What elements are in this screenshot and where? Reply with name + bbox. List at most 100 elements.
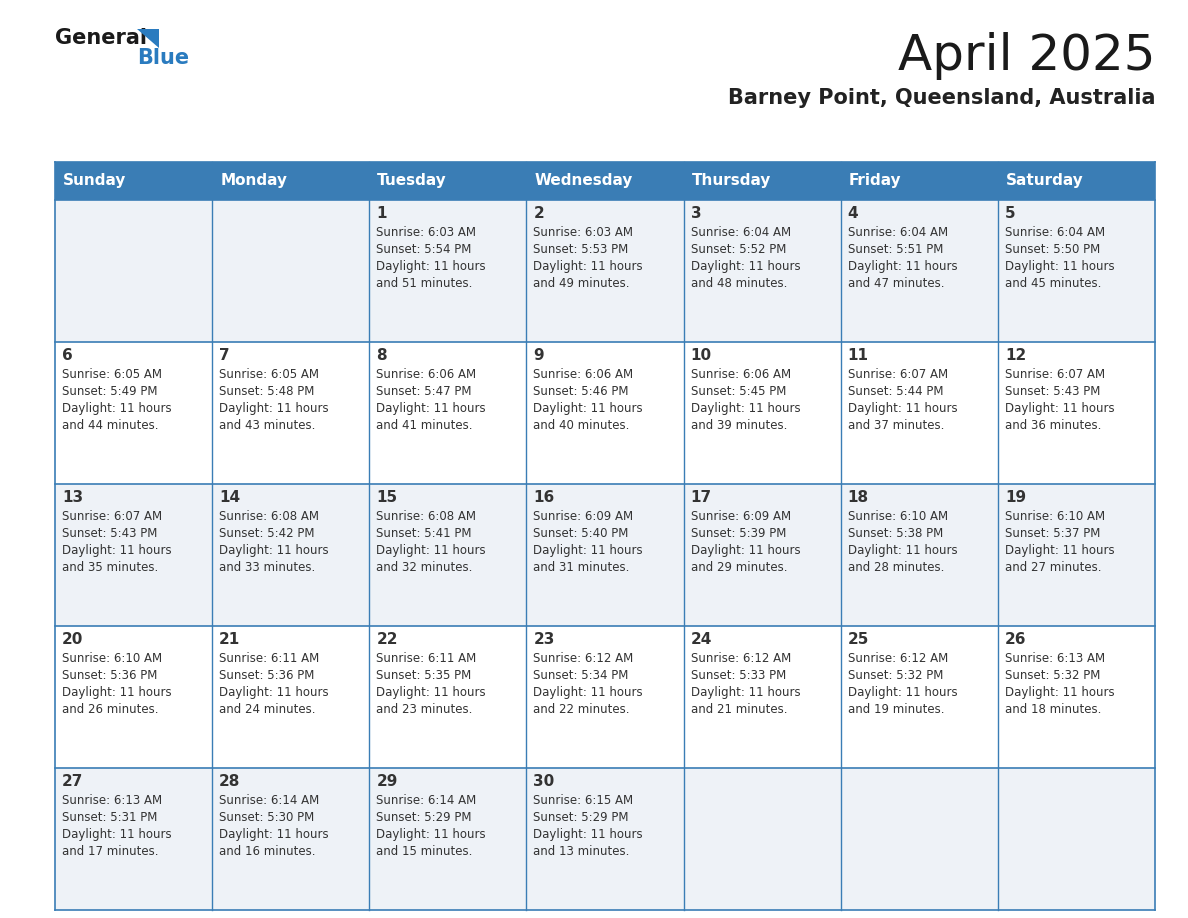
Text: Daylight: 11 hours: Daylight: 11 hours: [533, 686, 643, 699]
Text: Sunset: 5:42 PM: Sunset: 5:42 PM: [219, 527, 315, 540]
Text: 25: 25: [848, 632, 870, 647]
Text: Sunday: Sunday: [63, 174, 126, 188]
Bar: [55, 200, 213, 342]
Text: Monday: Monday: [220, 174, 287, 188]
Text: Sunrise: 6:14 AM: Sunrise: 6:14 AM: [219, 794, 320, 807]
Text: 4: 4: [848, 206, 859, 221]
Text: Sunrise: 6:12 AM: Sunrise: 6:12 AM: [533, 652, 633, 665]
Text: and 29 minutes.: and 29 minutes.: [690, 561, 788, 574]
Text: Sunset: 5:31 PM: Sunset: 5:31 PM: [62, 811, 157, 824]
Text: and 18 minutes.: and 18 minutes.: [1005, 703, 1101, 716]
Text: and 17 minutes.: and 17 minutes.: [62, 845, 158, 858]
Text: General: General: [55, 28, 147, 48]
Text: Sunset: 5:43 PM: Sunset: 5:43 PM: [1005, 385, 1100, 398]
Text: Sunrise: 6:07 AM: Sunrise: 6:07 AM: [1005, 368, 1105, 381]
Text: Sunrise: 6:09 AM: Sunrise: 6:09 AM: [533, 510, 633, 523]
Text: Daylight: 11 hours: Daylight: 11 hours: [62, 686, 171, 699]
Text: Sunset: 5:32 PM: Sunset: 5:32 PM: [1005, 669, 1100, 682]
Text: Sunrise: 6:03 AM: Sunrise: 6:03 AM: [533, 226, 633, 239]
Text: 12: 12: [1005, 348, 1026, 363]
Text: Sunset: 5:39 PM: Sunset: 5:39 PM: [690, 527, 786, 540]
Text: Daylight: 11 hours: Daylight: 11 hours: [1005, 260, 1114, 273]
Text: 19: 19: [1005, 490, 1026, 505]
Text: 7: 7: [219, 348, 229, 363]
Text: 22: 22: [377, 632, 398, 647]
Bar: [683, 768, 841, 910]
Text: Sunrise: 6:10 AM: Sunrise: 6:10 AM: [62, 652, 162, 665]
Bar: [526, 626, 683, 768]
Text: Sunset: 5:29 PM: Sunset: 5:29 PM: [377, 811, 472, 824]
Text: Daylight: 11 hours: Daylight: 11 hours: [690, 402, 801, 415]
Bar: [841, 768, 998, 910]
Text: Saturday: Saturday: [1006, 174, 1083, 188]
Polygon shape: [137, 29, 159, 48]
Text: Sunset: 5:45 PM: Sunset: 5:45 PM: [690, 385, 786, 398]
Text: Sunrise: 6:10 AM: Sunrise: 6:10 AM: [848, 510, 948, 523]
Text: Sunset: 5:48 PM: Sunset: 5:48 PM: [219, 385, 315, 398]
Bar: [213, 484, 369, 626]
Text: Daylight: 11 hours: Daylight: 11 hours: [848, 686, 958, 699]
Text: Sunrise: 6:07 AM: Sunrise: 6:07 AM: [848, 368, 948, 381]
Bar: [526, 484, 683, 626]
Bar: [55, 484, 213, 626]
Text: Sunset: 5:52 PM: Sunset: 5:52 PM: [690, 243, 786, 256]
Text: Sunrise: 6:05 AM: Sunrise: 6:05 AM: [219, 368, 320, 381]
Bar: [55, 342, 213, 484]
Bar: [213, 200, 369, 342]
Text: and 37 minutes.: and 37 minutes.: [848, 419, 944, 432]
Bar: [998, 626, 1155, 768]
Text: Daylight: 11 hours: Daylight: 11 hours: [377, 686, 486, 699]
Text: Daylight: 11 hours: Daylight: 11 hours: [690, 544, 801, 557]
Text: Daylight: 11 hours: Daylight: 11 hours: [1005, 686, 1114, 699]
Text: Sunset: 5:44 PM: Sunset: 5:44 PM: [848, 385, 943, 398]
Text: Sunset: 5:30 PM: Sunset: 5:30 PM: [219, 811, 315, 824]
Text: Tuesday: Tuesday: [378, 174, 447, 188]
Text: Sunrise: 6:06 AM: Sunrise: 6:06 AM: [690, 368, 791, 381]
Text: Daylight: 11 hours: Daylight: 11 hours: [690, 260, 801, 273]
Text: Sunset: 5:35 PM: Sunset: 5:35 PM: [377, 669, 472, 682]
Text: and 40 minutes.: and 40 minutes.: [533, 419, 630, 432]
Text: April 2025: April 2025: [897, 32, 1155, 80]
Bar: [841, 200, 998, 342]
Text: Daylight: 11 hours: Daylight: 11 hours: [533, 544, 643, 557]
Text: Sunrise: 6:11 AM: Sunrise: 6:11 AM: [377, 652, 476, 665]
Text: Sunrise: 6:05 AM: Sunrise: 6:05 AM: [62, 368, 162, 381]
Text: Sunset: 5:47 PM: Sunset: 5:47 PM: [377, 385, 472, 398]
Text: 26: 26: [1005, 632, 1026, 647]
Text: and 26 minutes.: and 26 minutes.: [62, 703, 158, 716]
Text: Sunrise: 6:06 AM: Sunrise: 6:06 AM: [533, 368, 633, 381]
Text: Daylight: 11 hours: Daylight: 11 hours: [219, 686, 329, 699]
Text: Daylight: 11 hours: Daylight: 11 hours: [533, 828, 643, 841]
Bar: [213, 768, 369, 910]
Bar: [998, 484, 1155, 626]
Text: Sunset: 5:34 PM: Sunset: 5:34 PM: [533, 669, 628, 682]
Text: 29: 29: [377, 774, 398, 789]
Bar: [369, 200, 526, 342]
Bar: [369, 768, 526, 910]
Text: Daylight: 11 hours: Daylight: 11 hours: [377, 544, 486, 557]
Text: and 44 minutes.: and 44 minutes.: [62, 419, 158, 432]
Text: 30: 30: [533, 774, 555, 789]
Bar: [213, 342, 369, 484]
Text: Daylight: 11 hours: Daylight: 11 hours: [219, 402, 329, 415]
Text: 14: 14: [219, 490, 240, 505]
Text: Daylight: 11 hours: Daylight: 11 hours: [848, 402, 958, 415]
Bar: [683, 342, 841, 484]
Text: Sunset: 5:36 PM: Sunset: 5:36 PM: [62, 669, 157, 682]
Text: Sunset: 5:43 PM: Sunset: 5:43 PM: [62, 527, 157, 540]
Text: and 41 minutes.: and 41 minutes.: [377, 419, 473, 432]
Bar: [683, 484, 841, 626]
Text: and 43 minutes.: and 43 minutes.: [219, 419, 316, 432]
Text: Daylight: 11 hours: Daylight: 11 hours: [219, 828, 329, 841]
Text: Sunset: 5:50 PM: Sunset: 5:50 PM: [1005, 243, 1100, 256]
Bar: [213, 626, 369, 768]
Bar: [369, 342, 526, 484]
Text: Sunrise: 6:13 AM: Sunrise: 6:13 AM: [62, 794, 162, 807]
Text: Thursday: Thursday: [691, 174, 771, 188]
Bar: [841, 484, 998, 626]
Text: 18: 18: [848, 490, 868, 505]
Text: and 28 minutes.: and 28 minutes.: [848, 561, 944, 574]
Text: Sunrise: 6:14 AM: Sunrise: 6:14 AM: [377, 794, 476, 807]
Text: Daylight: 11 hours: Daylight: 11 hours: [377, 828, 486, 841]
Text: Daylight: 11 hours: Daylight: 11 hours: [848, 544, 958, 557]
